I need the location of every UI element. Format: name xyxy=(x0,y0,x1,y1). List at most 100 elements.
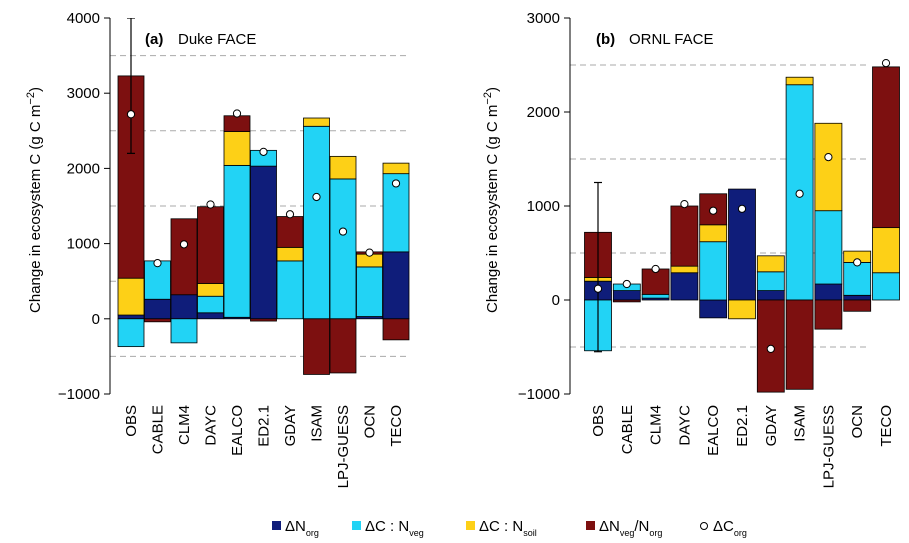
bar-segment xyxy=(382,162,410,175)
bar-segment xyxy=(872,66,900,229)
point xyxy=(622,279,631,289)
x-tick-label: OBS xyxy=(123,405,140,437)
y-tick-label: 0 xyxy=(92,311,100,328)
bar-segment xyxy=(117,314,145,320)
y-tick-label: 4000 xyxy=(67,10,100,27)
bar-segment xyxy=(756,255,785,273)
script: soil xyxy=(523,528,537,538)
bar-segment xyxy=(814,210,843,285)
bar-segment xyxy=(276,260,304,320)
legend-marker xyxy=(466,521,475,530)
bar-segment xyxy=(382,251,410,320)
point xyxy=(365,248,374,257)
text-part: ΔN xyxy=(599,518,620,535)
panel: −1000 0 1000 2000 3000 Change in ecosystem C … xyxy=(482,10,900,488)
text-part: Change in ecosystem C (g C m xyxy=(27,105,44,313)
bar-segment xyxy=(612,299,641,303)
bar-segment xyxy=(641,293,670,299)
script: −2 xyxy=(482,92,494,105)
bar-segment xyxy=(785,299,814,390)
legend-marker xyxy=(272,521,281,530)
bar-segment xyxy=(329,318,357,374)
bar-segment xyxy=(170,294,198,320)
x-tick-label: OBS xyxy=(590,405,607,437)
bar-segment xyxy=(382,318,410,341)
point xyxy=(593,284,603,293)
x-tick-label: CABLE xyxy=(619,405,636,454)
point xyxy=(153,259,162,268)
bar-segment xyxy=(699,224,728,243)
x-tick-label: CLM4 xyxy=(648,405,665,445)
point xyxy=(680,200,689,209)
x-tick-label: LPJ-GUESS xyxy=(335,405,352,488)
bar-segment xyxy=(670,265,699,274)
bar-segment xyxy=(276,246,304,262)
bar-segment xyxy=(303,125,330,320)
bar-segment xyxy=(303,117,330,127)
bar-segment xyxy=(117,277,145,316)
text-part: ) xyxy=(484,87,501,92)
x-tick-label: DAYC xyxy=(203,405,220,446)
bar-segment xyxy=(843,294,872,301)
bar-segment xyxy=(170,318,198,344)
y-axis-label: Change in ecosystem C (g C m−2) xyxy=(482,87,501,313)
y-axis-label: Change in ecosystem C (g C m−2) xyxy=(25,87,44,313)
bar-segment xyxy=(670,205,699,267)
y-tick-label: 3000 xyxy=(527,10,560,27)
bar-segment xyxy=(197,283,224,297)
script: veg xyxy=(620,528,635,538)
legend-marker xyxy=(352,521,361,530)
bar-segment xyxy=(699,241,728,301)
bar-segment xyxy=(785,76,814,86)
text-part: ΔN xyxy=(285,518,306,535)
bar-segment xyxy=(814,299,843,330)
x-tick-label: GDAY xyxy=(763,405,780,446)
bar-segment xyxy=(814,283,843,301)
legend-label: ΔC : Nveg xyxy=(365,518,424,538)
legend-label: ΔC : Nsoil xyxy=(479,518,537,538)
x-tick-label: TECO xyxy=(878,405,895,447)
chart-title: ORNL FACE xyxy=(629,31,713,48)
x-tick-label: CLM4 xyxy=(176,405,193,445)
bar-segment xyxy=(670,272,699,301)
bar-segment xyxy=(170,218,198,296)
point xyxy=(737,204,747,213)
legend-label: ΔNveg/Norg xyxy=(599,518,662,538)
bar-segment xyxy=(223,131,251,166)
bar-segment xyxy=(699,299,728,319)
point xyxy=(285,210,295,219)
x-tick-label: OCN xyxy=(362,405,379,438)
x-tick-label: TECO xyxy=(388,405,405,447)
bar-segment xyxy=(356,266,383,317)
bar-segment xyxy=(250,165,277,320)
panel-label: (a) xyxy=(145,31,163,48)
x-tick-label: EALCO xyxy=(229,405,246,456)
panel-label: (b) xyxy=(596,31,615,48)
point xyxy=(824,153,833,162)
bar-segment xyxy=(144,318,171,323)
error-bar xyxy=(127,18,135,154)
point xyxy=(391,179,401,188)
bar-segment xyxy=(276,216,304,248)
x-tick-label: ISAM xyxy=(309,405,326,442)
bar-segment xyxy=(250,318,277,322)
bar-segment xyxy=(756,290,785,301)
y-tick-label: 1000 xyxy=(67,236,100,253)
bar-segment xyxy=(117,318,145,348)
text-part: ΔC xyxy=(713,518,734,535)
bar-segment xyxy=(197,206,224,284)
y-tick-label: 3000 xyxy=(67,85,100,102)
bar-segment xyxy=(843,299,872,312)
point xyxy=(179,240,189,249)
legend: ΔNorg ΔC : Nveg ΔC : Nsoil ΔNveg/Norg ΔCorg xyxy=(272,518,747,538)
point xyxy=(795,189,804,198)
x-tick-label: ED2.1 xyxy=(734,405,751,447)
bar-segment xyxy=(641,268,670,295)
point xyxy=(709,206,718,215)
point xyxy=(853,258,862,267)
x-tick-label: OCN xyxy=(849,405,866,438)
legend-marker xyxy=(586,521,595,530)
bar-segment xyxy=(814,122,843,212)
bar-segment xyxy=(612,290,641,301)
